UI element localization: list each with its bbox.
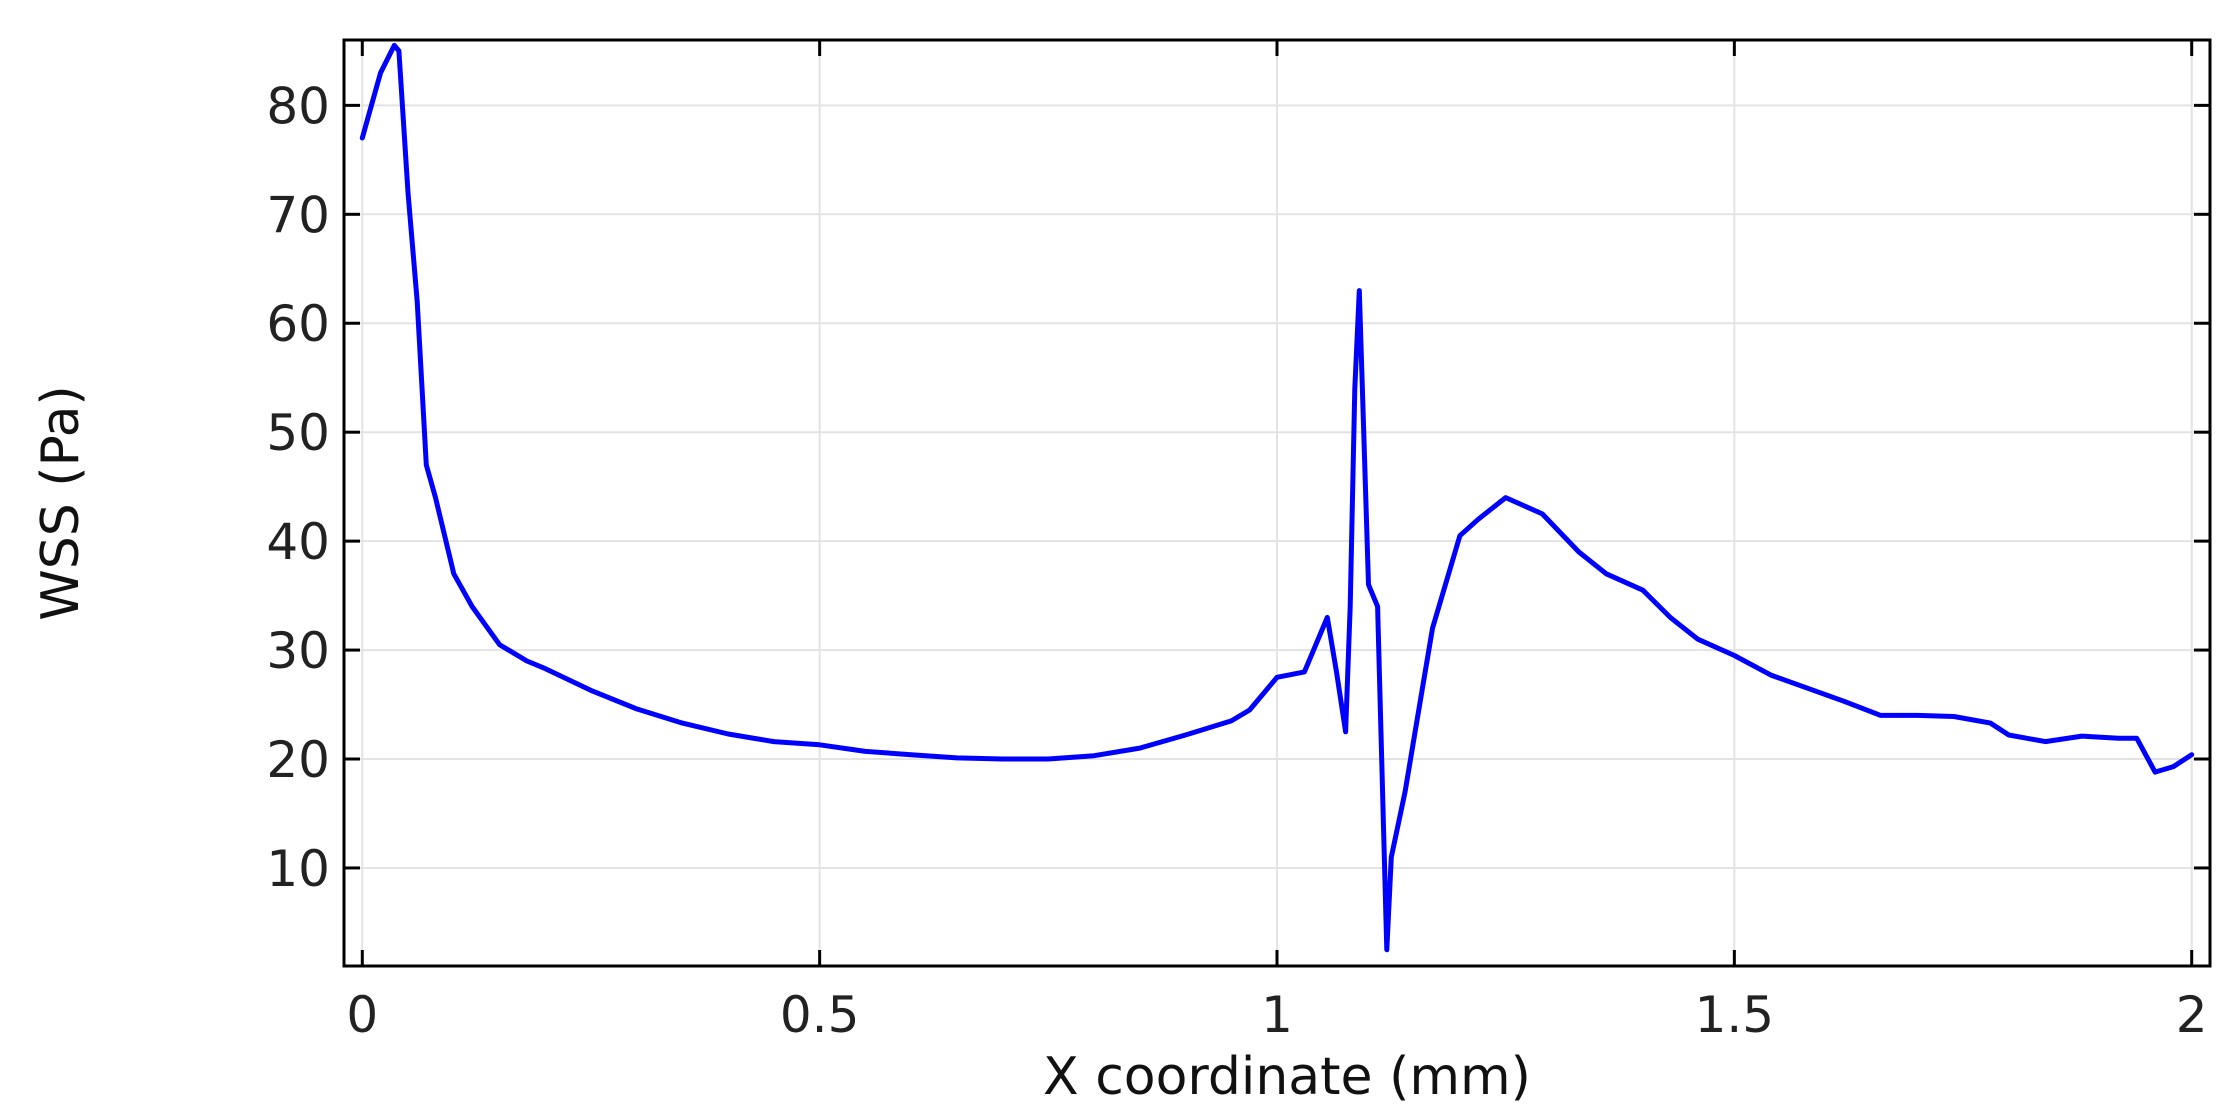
y-tick-label: 50 xyxy=(266,404,330,462)
x-axis-label: X coordinate (mm) xyxy=(1043,1047,1531,1107)
y-tick-label: 10 xyxy=(266,840,330,898)
x-tick-label: 2 xyxy=(2176,986,2208,1044)
x-tick-label: 1.5 xyxy=(1695,986,1775,1044)
y-axis-label: WSS (Pa) xyxy=(31,385,91,620)
y-tick-label: 60 xyxy=(266,295,330,353)
tick-marks xyxy=(344,40,2210,966)
x-tick-label: 0 xyxy=(346,986,378,1044)
gridlines xyxy=(344,40,2210,966)
y-tick-label: 70 xyxy=(266,186,330,244)
y-tick-label: 20 xyxy=(266,731,330,789)
series-layer xyxy=(359,42,2195,953)
y-tick-label: 40 xyxy=(266,513,330,571)
y-tick-labels: 10 20 30 40 50 60 70 80 xyxy=(266,77,330,898)
series-line xyxy=(359,42,2195,953)
x-tick-labels: 0 0.5 1 1.5 2 xyxy=(346,986,2207,1044)
x-tick-label: 1 xyxy=(1261,986,1293,1044)
x-tick-label: 0.5 xyxy=(780,986,860,1044)
y-tick-label: 80 xyxy=(266,77,330,135)
y-tick-label: 30 xyxy=(266,622,330,680)
